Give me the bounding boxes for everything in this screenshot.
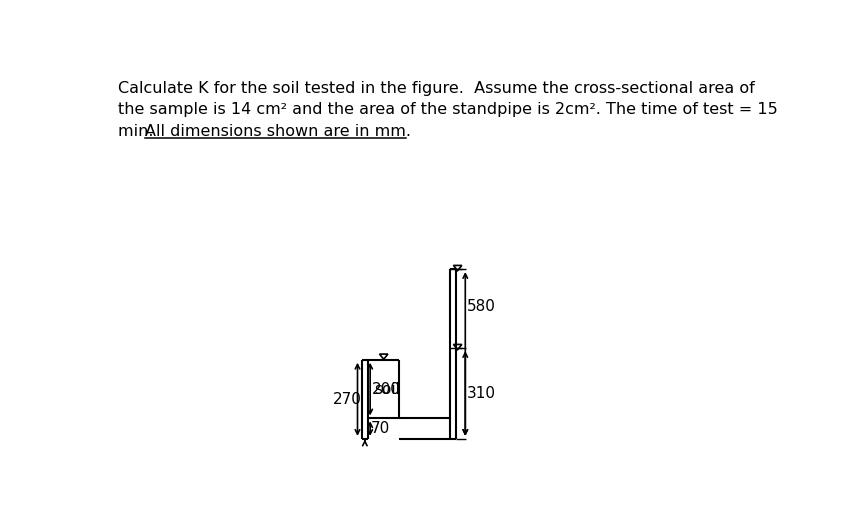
Text: Calculate K for the soil tested in the figure.  Assume the cross-sectional area : Calculate K for the soil tested in the f…: [118, 81, 754, 96]
Text: 310: 310: [467, 386, 495, 401]
Text: the sample is 14 cm² and the area of the standpipe is 2cm². The time of test = 1: the sample is 14 cm² and the area of the…: [118, 102, 778, 118]
Text: 580: 580: [467, 299, 495, 314]
Text: 70: 70: [371, 421, 390, 436]
Text: All dimensions shown are in mm.: All dimensions shown are in mm.: [145, 124, 411, 139]
Text: min.: min.: [118, 124, 163, 139]
Text: 200: 200: [372, 381, 401, 396]
Text: 270: 270: [333, 392, 362, 407]
Text: soil: soil: [374, 381, 400, 396]
